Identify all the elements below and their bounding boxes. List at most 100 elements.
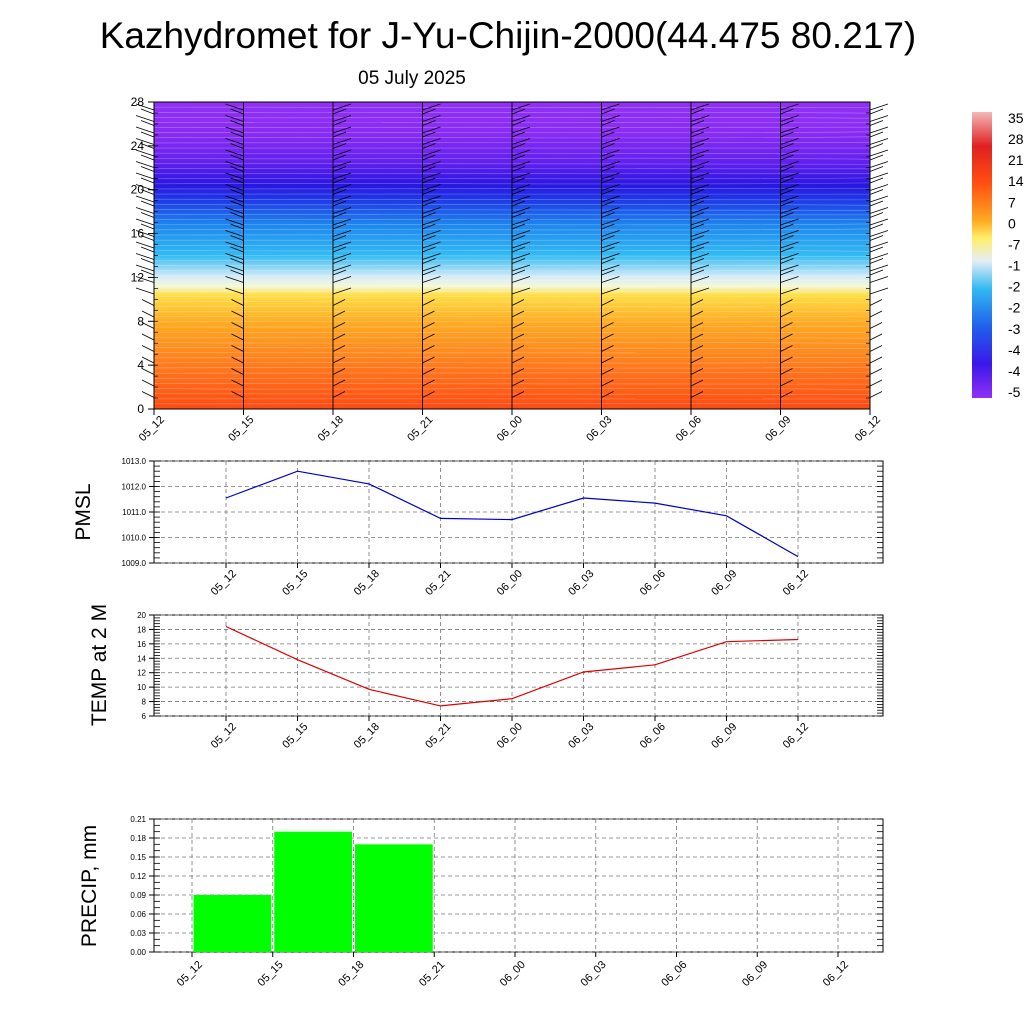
wind-barb: [225, 195, 244, 203]
wind-barb: [332, 391, 346, 398]
wind-barb: [135, 126, 155, 134]
wind-barb: [422, 115, 441, 122]
wind-barb: [869, 310, 883, 318]
wind-barb: [869, 126, 889, 134]
wind-barb: [690, 345, 704, 352]
wind-barb: [225, 241, 244, 249]
wind-barb: [422, 189, 436, 195]
wind-barb: [332, 108, 347, 115]
subtitle-date: 05 July 2025: [358, 68, 466, 89]
wind-barb: [141, 379, 155, 387]
wind-barb: [601, 131, 615, 138]
wind-barb: [225, 149, 244, 157]
wind-barb: [225, 230, 244, 237]
wind-barb: [422, 218, 441, 226]
wind-barb: [869, 223, 884, 230]
wind-barb: [135, 115, 155, 122]
wind-barb: [135, 287, 155, 295]
temp-2m-panel: 6 8 10 12 14 16 18 20 05_12 05_15 05_18 05_21 06_00 0…: [88, 604, 884, 751]
wind-barb: [780, 200, 794, 207]
wind-barb: [511, 200, 526, 207]
wind-barb: [780, 345, 793, 352]
x-tick-label: 05_15: [280, 568, 310, 598]
wind-barb: [135, 138, 155, 145]
wind-barb: [869, 391, 883, 398]
wind-barb: [601, 230, 620, 237]
wind-barb: [231, 391, 244, 398]
y-tick-label: 0: [137, 402, 144, 416]
wind-barb: [780, 126, 799, 134]
wind-barb: [690, 333, 704, 341]
wind-barb: [231, 379, 244, 387]
wind-barb: [690, 253, 710, 260]
wind-barb: [511, 241, 531, 249]
wind-barb: [422, 126, 441, 134]
wind-barb: [140, 246, 155, 253]
wind-barb: [141, 356, 155, 364]
y-tick-label: 28: [131, 95, 145, 109]
x-tick-label: 05_12: [209, 568, 239, 598]
wind-barb: [422, 200, 436, 207]
wind-barb: [601, 322, 614, 329]
wind-barb: [780, 391, 793, 398]
wind-barb: [511, 230, 531, 237]
wind-barb: [511, 177, 526, 184]
wind-barb: [601, 218, 620, 226]
wind-barb: [422, 103, 441, 111]
colorbar-label: -4: [1008, 363, 1021, 379]
wind-barb: [601, 264, 620, 272]
colorbar-label: 35: [1008, 110, 1024, 126]
wind-barb: [780, 195, 799, 203]
wind-barb: [780, 103, 799, 111]
colorbar-label: -3: [1008, 321, 1021, 337]
x-tick-label: 05_21: [423, 721, 453, 751]
wind-barb: [332, 189, 347, 195]
y-axis-label: PRECIP, mm: [78, 825, 101, 947]
wind-barb: [332, 184, 352, 191]
wind-barb: [601, 200, 615, 207]
wind-barb: [332, 269, 347, 276]
wind-barb: [869, 207, 889, 214]
x-tick-label: 06_06: [638, 721, 668, 751]
x-tick-label: 06_09: [709, 721, 739, 751]
colorbar-label: -5: [1008, 384, 1021, 400]
y-tick-label: 1009.0: [122, 559, 147, 568]
wind-barb: [511, 246, 526, 253]
wind-barb: [869, 253, 889, 260]
wind-barb: [332, 218, 352, 226]
wind-barb: [135, 103, 155, 111]
wind-barb: [332, 333, 346, 341]
y-tick-label: 4: [137, 358, 144, 372]
wind-barb: [511, 189, 526, 195]
wind-barb: [422, 172, 441, 180]
wind-barb: [422, 310, 435, 318]
y-tick-label: 1010.0: [122, 534, 147, 543]
y-tick-label: 18: [137, 625, 146, 634]
wind-barb: [332, 166, 347, 172]
wind-barb: [422, 143, 436, 149]
wind-barb: [511, 126, 531, 134]
wind-barb: [690, 212, 705, 218]
wind-barb: [690, 264, 710, 272]
wind-barb: [332, 246, 347, 253]
main-title: Kazhydromet for J-Yu-Chijin-2000(44.475 …: [100, 15, 917, 56]
wind-barb: [780, 253, 799, 260]
wind-barb: [230, 212, 244, 218]
wind-barb: [141, 391, 155, 398]
y-tick-label: 12: [137, 669, 146, 678]
y-tick-label: 0.21: [130, 815, 146, 824]
precip-bar: [355, 844, 433, 952]
y-tick-label: 8: [142, 698, 147, 707]
wind-barb: [601, 379, 614, 387]
precip-bar: [193, 895, 272, 952]
wind-barb: [690, 195, 710, 203]
wind-barb: [511, 143, 526, 149]
wind-barb: [690, 299, 704, 306]
wind-barb: [511, 138, 531, 145]
wind-barb: [422, 120, 436, 126]
wind-barb: [332, 126, 352, 134]
wind-barb: [332, 120, 347, 126]
colorbar-label: 0: [1008, 215, 1016, 231]
wind-barb: [690, 207, 710, 214]
colorbar-label: 14: [1008, 173, 1024, 189]
